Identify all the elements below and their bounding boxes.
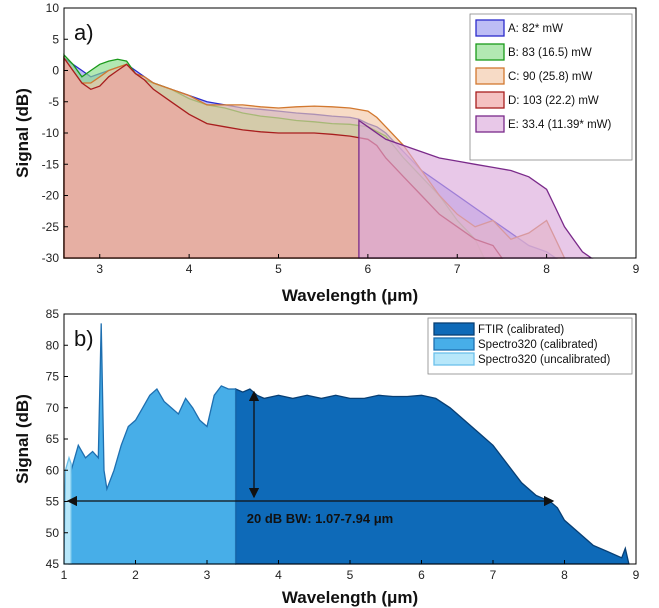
y-tick-label: -10 (42, 126, 60, 140)
legend-swatch (475, 19, 505, 37)
panel-b-label: b) (74, 326, 94, 351)
legend-label: Spectro320 (calibrated) (478, 339, 598, 351)
legend-swatch (433, 337, 475, 351)
y-tick-label: 5 (52, 32, 59, 46)
panel-a-legend-box (469, 13, 633, 161)
y-tick-label: -30 (42, 251, 60, 265)
x-tick-label: 8 (561, 568, 568, 582)
panel-a-series-5-area (358, 119, 594, 259)
x-tick-label: 7 (454, 262, 461, 276)
y-tick-label: 75 (46, 370, 60, 384)
panel-b-y-ticks: 45 50 55 60 65 70 75 80 85 (46, 307, 68, 571)
panel-b-series-3-area (63, 455, 72, 565)
panel-a-series-areas (63, 53, 594, 259)
panel-b-x-axis-label: Wavelength (μm) (282, 588, 418, 607)
legend-swatch (475, 115, 505, 133)
y-tick-label: 0 (52, 64, 59, 78)
y-tick-label: 65 (46, 432, 60, 446)
y-tick-label: 55 (46, 495, 60, 509)
panel-a-x-axis-label: Wavelength (μm) (282, 286, 418, 305)
x-tick-label: 4 (275, 568, 282, 582)
x-tick-label: 6 (365, 262, 372, 276)
panel-b-series-1-area (234, 388, 630, 565)
y-tick-label: 70 (46, 401, 60, 415)
legend-label: E: 33.4 (11.39* mW) (508, 119, 611, 131)
legend-label: D: 103 (22.2) mW (508, 95, 599, 107)
y-tick-label: -5 (48, 95, 59, 109)
legend-label: C: 90 (25.8) mW (508, 71, 592, 83)
x-tick-label: 3 (96, 262, 103, 276)
legend-swatch (475, 67, 505, 85)
panel-a-y-ticks: -30 -25 -20 -15 -10 -5 0 5 10 (42, 1, 68, 265)
x-tick-label: 4 (186, 262, 193, 276)
y-tick-label: 80 (46, 338, 60, 352)
x-tick-label: 9 (633, 262, 640, 276)
x-tick-label: 3 (204, 568, 211, 582)
legend-label: FTIR (calibrated) (478, 324, 564, 336)
y-tick-label: 50 (46, 526, 60, 540)
y-tick-label: -25 (42, 220, 60, 234)
panel-b-y-axis-label: Signal (dB) (13, 394, 32, 484)
y-tick-label: 60 (46, 463, 60, 477)
panel-a-x-ticks: 3 4 5 6 7 8 9 (96, 254, 640, 276)
legend-swatch (475, 91, 505, 109)
panel-a: 3 4 5 6 7 8 9 -30 -25 -20 -15 -10 -5 0 5 10 a) Wavelen… (13, 1, 640, 305)
y-tick-label: -20 (42, 189, 60, 203)
panel-a-label: a) (74, 20, 94, 45)
x-tick-label: 5 (275, 262, 282, 276)
legend-label: A: 82* mW (508, 23, 563, 35)
x-tick-label: 7 (490, 568, 497, 582)
x-tick-label: 5 (347, 568, 354, 582)
legend-label: B: 83 (16.5) mW (508, 47, 592, 59)
panel-b-series-2-area (68, 323, 237, 565)
panel-a-y-axis-label: Signal (dB) (13, 88, 32, 178)
legend-swatch (475, 43, 505, 61)
y-tick-label: 85 (46, 307, 60, 321)
panel-b-x-ticks: 1 2 3 4 5 6 7 8 9 (61, 560, 640, 582)
panel-a-legend: A: 82* mW B: 83 (16.5) mW C: 90 (25.8) mW D… (469, 13, 633, 161)
legend-label: Spectro320 (uncalibrated) (478, 354, 610, 366)
bandwidth-annotation: 20 dB BW: 1.07-7.94 μm (247, 511, 393, 526)
x-tick-label: 2 (132, 568, 139, 582)
panel-b-legend: FTIR (calibrated) Spectro320 (calibrated)… (427, 317, 633, 375)
x-tick-label: 8 (543, 262, 550, 276)
x-tick-label: 9 (633, 568, 640, 582)
legend-swatch (433, 352, 475, 366)
x-tick-label: 6 (418, 568, 425, 582)
y-tick-label: 45 (46, 557, 60, 571)
y-tick-label: -15 (42, 157, 60, 171)
x-tick-label: 1 (61, 568, 68, 582)
y-tick-label: 10 (46, 1, 60, 15)
legend-swatch (433, 322, 475, 336)
